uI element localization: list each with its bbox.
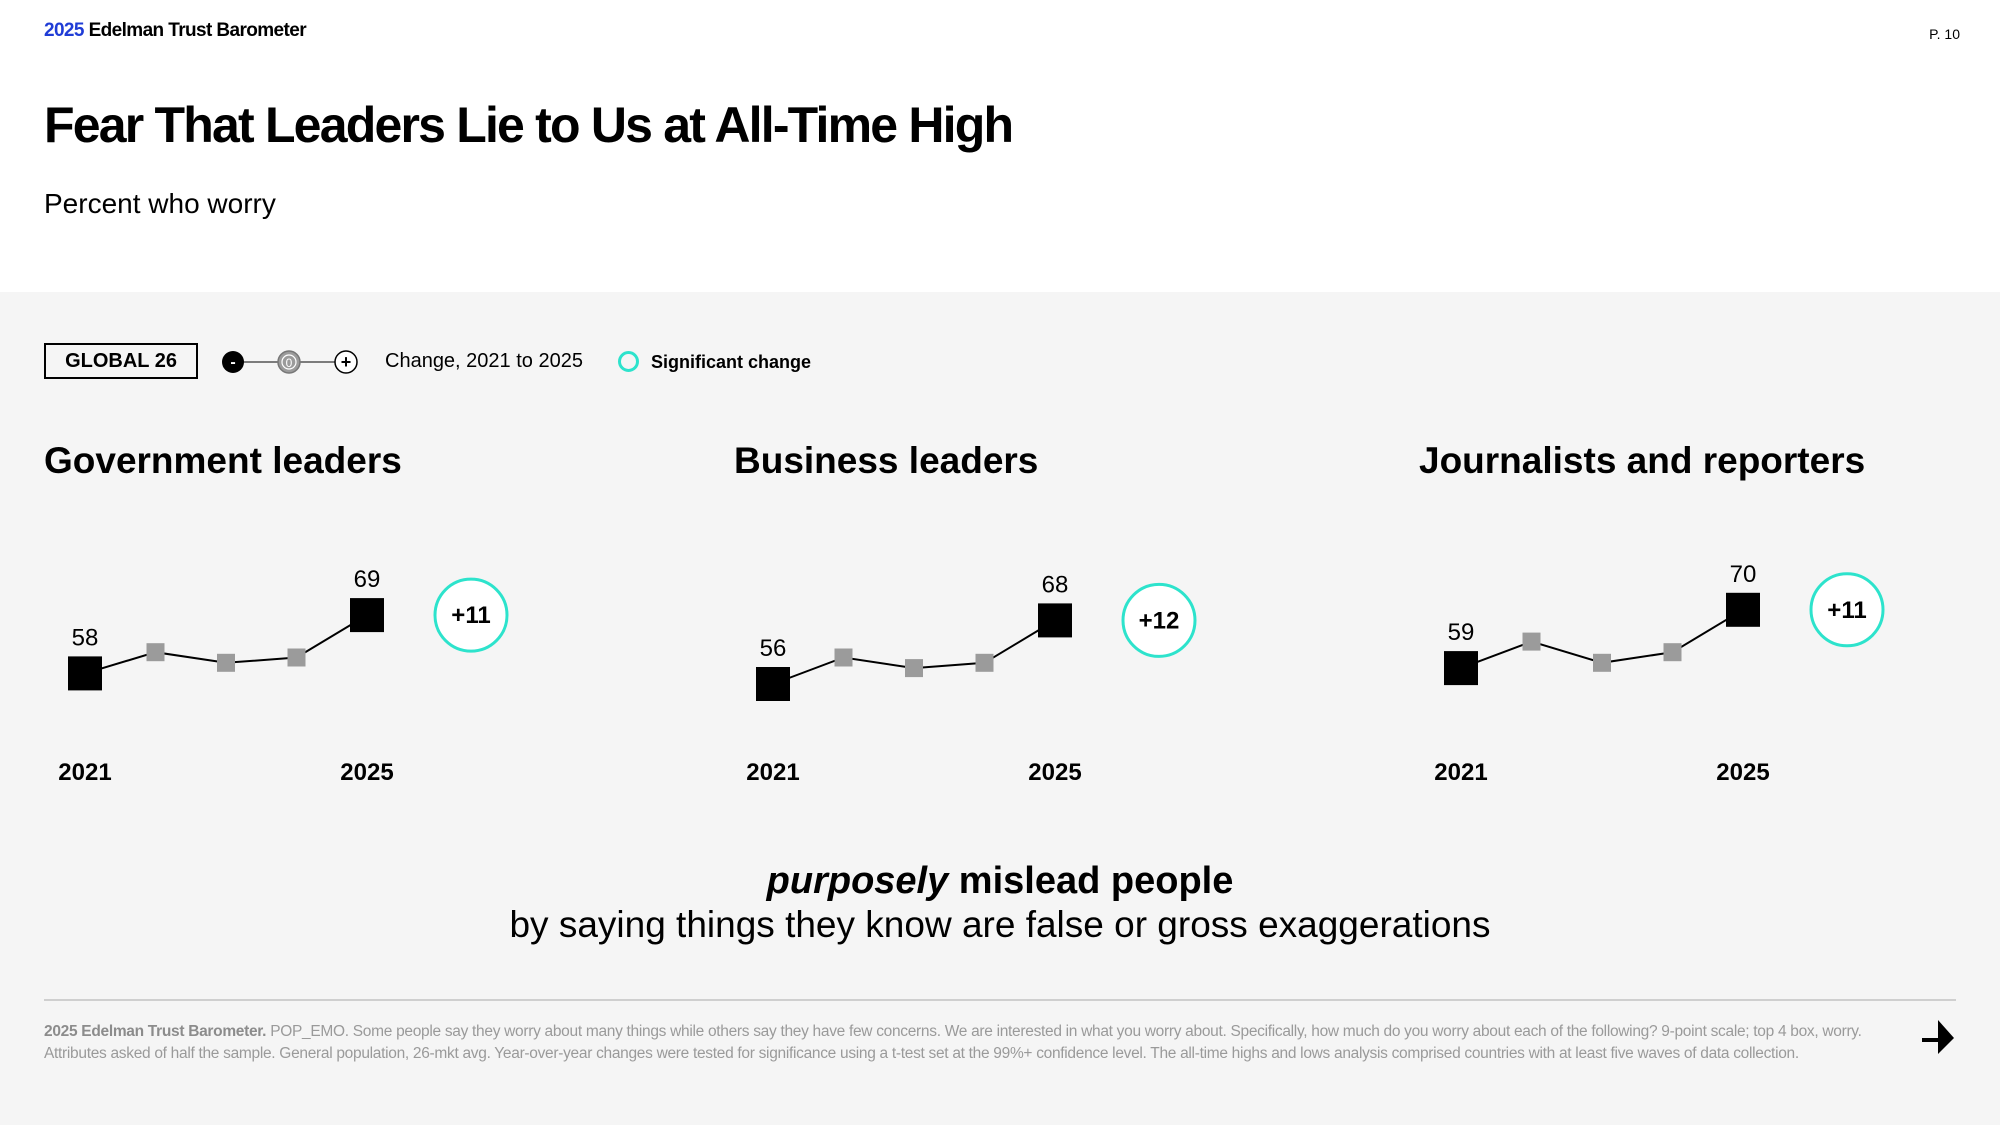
scale-minus-marker bbox=[222, 351, 244, 373]
change-value: +12 bbox=[1139, 607, 1180, 634]
data-point-2025 bbox=[1038, 603, 1072, 638]
tagline: purposely mislead people bbox=[0, 860, 2000, 903]
value-label-2021: 58 bbox=[72, 624, 99, 651]
x-tick-2025: 2025 bbox=[1716, 759, 1769, 786]
data-point-2024 bbox=[287, 648, 306, 667]
data-point-2021 bbox=[68, 656, 102, 691]
data-point-2024 bbox=[975, 653, 994, 672]
scale-zero-label: 0 bbox=[286, 356, 293, 370]
brand-year: 2025 bbox=[44, 20, 84, 41]
chart-business: 56 68 2021 2025 +12 bbox=[746, 571, 1197, 786]
value-label-2025: 69 bbox=[354, 566, 381, 593]
chart-title-business: Business leaders bbox=[734, 440, 1039, 481]
next-arrow-icon[interactable] bbox=[1918, 1016, 1958, 1056]
x-tick-2021: 2021 bbox=[1434, 759, 1487, 786]
data-point-2021 bbox=[1444, 651, 1478, 686]
change-scale-icon: - 0 + bbox=[222, 350, 358, 374]
data-point-2022 bbox=[146, 643, 165, 662]
data-point-2022 bbox=[834, 648, 853, 667]
x-tick-2021: 2021 bbox=[746, 759, 799, 786]
change-badge bbox=[433, 577, 509, 653]
data-point-2025 bbox=[1726, 592, 1760, 627]
significant-change-label: Significant change bbox=[651, 352, 812, 372]
data-point-2025 bbox=[350, 598, 384, 633]
brand-logo: 2025 Edelman Trust Barometer bbox=[44, 20, 307, 42]
change-badge bbox=[1121, 582, 1197, 658]
value-label-2021: 56 bbox=[760, 635, 787, 662]
x-tick-2025: 2025 bbox=[1028, 759, 1081, 786]
page-subtitle: Percent who worry bbox=[44, 188, 276, 219]
data-point-2022 bbox=[1522, 632, 1541, 651]
data-point-2023 bbox=[1593, 653, 1611, 672]
brand-name: Edelman Trust Barometer bbox=[88, 20, 307, 41]
footnote: 2025 Edelman Trust Barometer. POP_EMO. S… bbox=[44, 1021, 1874, 1065]
change-value: +11 bbox=[1827, 597, 1866, 624]
chart-journalists: 59 70 2021 2025 +11 bbox=[1434, 561, 1885, 786]
data-point-2023 bbox=[217, 653, 235, 672]
change-badge bbox=[1809, 572, 1885, 648]
data-point-2021 bbox=[756, 667, 790, 701]
x-tick-2025: 2025 bbox=[340, 759, 393, 786]
chart-title-journalists: Journalists and reporters bbox=[1419, 440, 1866, 481]
page-number: P. 10 bbox=[1929, 26, 1960, 42]
tagline-emphasis: purposely bbox=[766, 860, 949, 902]
footer-divider bbox=[44, 999, 1956, 1001]
tagline-rest: mislead people bbox=[948, 860, 1234, 902]
chart-government: 58 69 2021 2025 +11 bbox=[58, 566, 509, 786]
scale-zero-marker bbox=[277, 350, 301, 374]
footnote-source: 2025 Edelman Trust Barometer. bbox=[44, 1023, 267, 1040]
scale-plus-label: + bbox=[341, 352, 352, 372]
tagline-line2: by saying things they know are false or … bbox=[509, 904, 1491, 945]
x-tick-2021: 2021 bbox=[58, 759, 111, 786]
footnote-text: POP_EMO. Some people say they worry abou… bbox=[44, 1023, 1862, 1062]
value-label-2021: 59 bbox=[1448, 619, 1475, 646]
value-label-2025: 70 bbox=[1730, 561, 1757, 588]
scale-plus-marker bbox=[334, 350, 358, 374]
chart-title-government: Government leaders bbox=[44, 440, 402, 481]
global-badge: GLOBAL 26 bbox=[44, 343, 198, 379]
content-panel bbox=[0, 292, 2000, 1125]
page-title: Fear That Leaders Lie to Us at All-Time … bbox=[44, 97, 1014, 153]
scale-minus-label: - bbox=[230, 354, 235, 371]
significant-change-icon bbox=[618, 351, 639, 372]
data-point-2023 bbox=[905, 659, 923, 678]
change-legend-label: Change, 2021 to 2025 bbox=[385, 350, 583, 372]
value-label-2025: 68 bbox=[1042, 571, 1069, 598]
data-point-2024 bbox=[1663, 643, 1682, 662]
change-value: +11 bbox=[451, 602, 490, 629]
